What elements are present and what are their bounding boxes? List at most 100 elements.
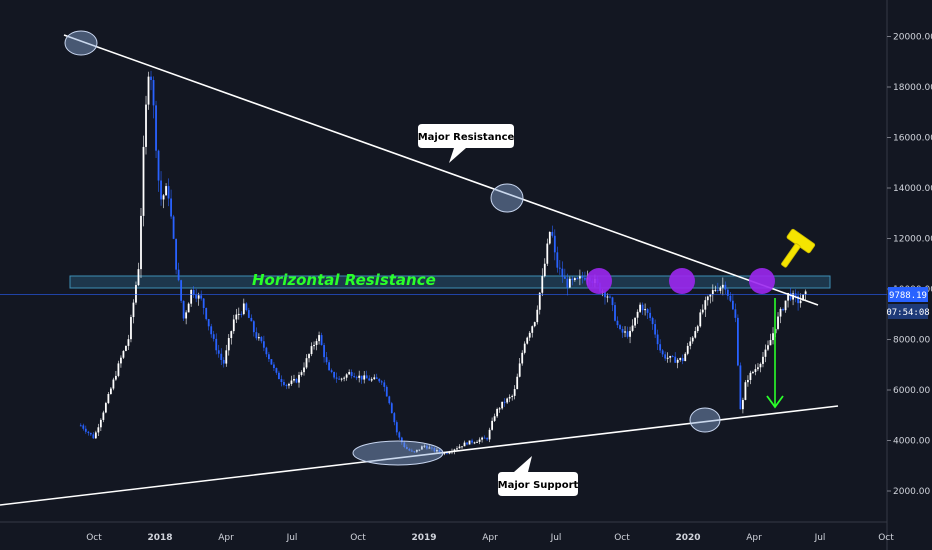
candle [681, 354, 684, 365]
candle [799, 293, 802, 308]
candle [501, 401, 504, 410]
candle [293, 374, 295, 383]
candle [754, 364, 757, 376]
candle [782, 307, 784, 312]
candle [614, 302, 616, 322]
x-tick-label: Jul [286, 533, 298, 543]
down-arrow-head [766, 395, 784, 409]
candle [152, 76, 155, 119]
candle [205, 307, 208, 321]
candle [471, 438, 473, 445]
candle [305, 354, 308, 370]
candle [252, 320, 255, 337]
candle [240, 311, 243, 318]
candle [431, 445, 433, 451]
candle [461, 446, 463, 449]
candle [724, 281, 727, 295]
candle [784, 300, 787, 313]
candle [551, 225, 554, 238]
y-tick-label: 14000.00 [893, 184, 932, 194]
major-support-bubble [498, 456, 578, 496]
candle [699, 309, 702, 328]
candle [804, 289, 807, 301]
candle [606, 293, 609, 303]
candle [413, 450, 416, 454]
candle [232, 314, 235, 334]
candle [696, 324, 699, 333]
x-tick-label: Jul [814, 533, 826, 543]
candle [283, 379, 285, 387]
candle [343, 376, 346, 382]
candle [420, 445, 423, 450]
current-price-value: 9788.19 [889, 291, 927, 301]
candle [546, 238, 549, 267]
candle [423, 444, 426, 448]
candle [641, 302, 644, 315]
candle [426, 443, 428, 450]
candle [609, 294, 611, 299]
countdown-value: 07:54:08 [886, 308, 929, 318]
candle [142, 135, 145, 227]
candle [278, 370, 280, 380]
candle [320, 332, 323, 346]
candle [483, 435, 486, 439]
x-tick-label: Jul [550, 533, 562, 543]
candle [295, 377, 298, 384]
candle [706, 295, 709, 306]
candle [616, 316, 619, 329]
candle [355, 375, 358, 381]
major-support-callout: Major Support [498, 456, 579, 496]
candle [536, 305, 539, 325]
candle [543, 258, 546, 278]
candle [478, 437, 481, 445]
candle [646, 308, 649, 319]
candle [649, 307, 652, 321]
candle [671, 354, 674, 358]
candle [767, 340, 769, 352]
countdown-tag [888, 304, 928, 319]
candle [481, 436, 483, 443]
candle [318, 331, 320, 345]
candle [701, 304, 704, 315]
candle [145, 95, 147, 155]
candle [644, 303, 646, 316]
candle [621, 326, 624, 338]
candle [410, 448, 413, 452]
x-tick-label: Oct [614, 533, 630, 543]
candle [147, 71, 150, 110]
candle [235, 308, 238, 324]
x-tick-label: 2018 [147, 533, 172, 543]
candle [611, 296, 614, 312]
candle [247, 307, 250, 319]
x-tick-label: Oct [86, 533, 102, 543]
highlight-ellipse [689, 407, 721, 433]
candle [308, 353, 310, 363]
candle [290, 375, 293, 386]
candle [468, 440, 471, 445]
candle [792, 290, 794, 306]
candle [92, 432, 95, 439]
candle [584, 271, 586, 281]
candle [639, 302, 641, 314]
candle [433, 446, 436, 453]
candle [493, 413, 496, 423]
candle [165, 183, 167, 196]
candle [358, 370, 361, 383]
candle [393, 411, 396, 426]
candle [666, 352, 669, 363]
candle [112, 377, 115, 391]
candle [787, 292, 789, 308]
resistance-touch-circle [586, 268, 612, 294]
horizontal-resistance-label: Horizontal Resistance [252, 271, 436, 289]
price-tags: 9788.19 07:54:08 [886, 287, 930, 319]
x-tick-label: 2020 [675, 533, 700, 543]
candle [759, 362, 762, 373]
candle [323, 342, 325, 363]
candle [711, 284, 714, 302]
candle [345, 373, 348, 381]
resistance-touch-circle [749, 268, 775, 294]
highlight-ellipse [64, 30, 98, 56]
candle [180, 279, 183, 303]
candle [87, 430, 90, 436]
